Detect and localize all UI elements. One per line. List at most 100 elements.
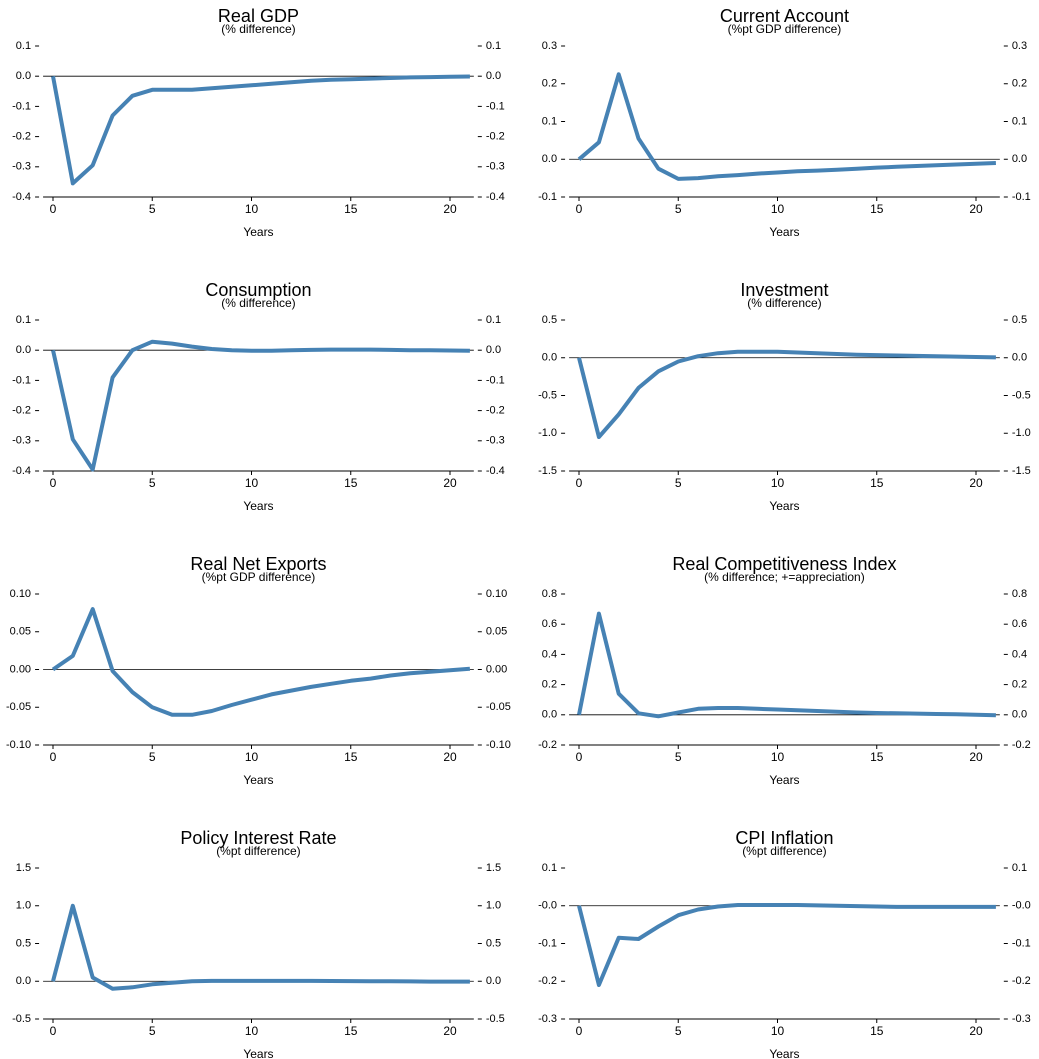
x-tick-label: 15 — [344, 476, 358, 490]
y-tick-label: -0.5 — [12, 1013, 31, 1025]
x-axis-label: Years — [769, 499, 799, 513]
y2-tick-label: 0.0 — [486, 344, 501, 356]
x-tick-label: 20 — [969, 476, 983, 490]
y-tick-label: 0.0 — [542, 709, 557, 721]
x-tick-label: 5 — [675, 476, 682, 490]
y-tick-label: 0.8 — [542, 588, 557, 600]
y2-tick-label: 0.5 — [486, 937, 501, 949]
x-tick-label: 0 — [576, 202, 583, 216]
y2-tick-label: -0.3 — [486, 435, 505, 447]
x-tick-label: 15 — [344, 750, 358, 764]
x-tick-label: 0 — [576, 476, 583, 490]
y2-tick-label: -1.5 — [1012, 465, 1031, 477]
data-line — [51, 903, 470, 991]
x-axis-label: Years — [243, 1047, 273, 1059]
y-tick-label: -1.0 — [538, 427, 557, 439]
y2-tick-label: -0.1 — [1012, 191, 1031, 203]
x-tick-label: 10 — [245, 202, 259, 216]
y-tick-label: 0.3 — [542, 40, 557, 52]
chart-subtitle: (% difference) — [221, 22, 295, 36]
y-tick-label: 0.0 — [16, 70, 31, 82]
chart-subtitle: (%pt GDP difference) — [202, 570, 316, 584]
y-tick-label: 1.5 — [16, 862, 31, 874]
y-tick-label: 0.5 — [542, 314, 557, 326]
y2-tick-label: 1.0 — [486, 900, 501, 912]
y2-tick-label: -0.3 — [486, 161, 505, 173]
y2-tick-label: -0.4 — [486, 465, 505, 477]
y2-tick-label: 0.2 — [1012, 78, 1027, 90]
x-axis-label: Years — [243, 499, 273, 513]
y-tick-label: -0.4 — [12, 191, 31, 203]
y2-tick-label: 0.8 — [1012, 588, 1027, 600]
chart-subtitle: (%pt GDP difference) — [728, 22, 842, 36]
y-tick-label: -0.3 — [12, 161, 31, 173]
y2-tick-label: -0.1 — [486, 374, 505, 386]
x-tick-label: 15 — [344, 202, 358, 216]
y2-tick-label: -0.10 — [486, 739, 511, 751]
x-axis-label: Years — [769, 1047, 799, 1059]
y-tick-label: 0.2 — [542, 78, 557, 90]
y-tick-label: 0.1 — [16, 314, 31, 326]
y-tick-label: -0.0 — [538, 900, 557, 912]
y-tick-label: 0.5 — [16, 937, 31, 949]
y-tick-label: 0.2 — [542, 679, 557, 691]
data-line — [51, 74, 470, 186]
y-tick-label: -0.1 — [538, 191, 557, 203]
y-tick-label: -0.10 — [6, 739, 31, 751]
data-line — [51, 339, 470, 472]
y-tick-label: -0.2 — [538, 975, 557, 987]
x-axis-label: Years — [769, 773, 799, 787]
y2-tick-label: -0.2 — [1012, 739, 1031, 751]
y-tick-label: -0.2 — [12, 131, 31, 143]
chart-title: Real Net Exports — [190, 554, 326, 574]
x-tick-label: 5 — [675, 750, 682, 764]
x-tick-label: 10 — [771, 750, 785, 764]
x-tick-label: 10 — [245, 476, 259, 490]
x-tick-label: 5 — [149, 476, 156, 490]
y2-tick-label: 0.5 — [1012, 314, 1027, 326]
y-tick-label: -0.2 — [12, 405, 31, 417]
y2-tick-label: -0.5 — [1012, 389, 1031, 401]
y2-tick-label: 0.0 — [1012, 352, 1027, 364]
x-tick-label: 15 — [870, 750, 884, 764]
y2-tick-label: -0.2 — [486, 405, 505, 417]
x-tick-label: 20 — [443, 750, 457, 764]
y2-tick-label: -1.0 — [1012, 427, 1031, 439]
y-tick-label: -0.3 — [538, 1013, 557, 1025]
chart-title: Real Competitiveness Index — [672, 554, 896, 574]
chart-subtitle: (% difference) — [747, 296, 821, 310]
chart-title: CPI Inflation — [735, 828, 833, 848]
y2-tick-label: 0.4 — [1012, 648, 1027, 660]
x-tick-label: 10 — [245, 750, 259, 764]
data-line — [51, 607, 471, 717]
x-tick-label: 10 — [245, 1024, 259, 1038]
x-tick-label: 5 — [149, 750, 156, 764]
y-tick-label: -0.1 — [12, 374, 31, 386]
y2-tick-label: 0.0 — [486, 70, 501, 82]
y-tick-label: 0.1 — [542, 115, 557, 127]
y2-tick-label: -0.3 — [1012, 1013, 1031, 1025]
y2-tick-label: 1.5 — [486, 862, 501, 874]
x-tick-label: 20 — [443, 1024, 457, 1038]
x-axis-label: Years — [769, 225, 799, 239]
y2-tick-label: 0.1 — [486, 314, 501, 326]
x-tick-label: 15 — [870, 476, 884, 490]
y-tick-label: -0.1 — [12, 100, 31, 112]
y2-tick-label: -0.1 — [486, 100, 505, 112]
y2-tick-label: 0.00 — [486, 663, 507, 675]
x-tick-label: 0 — [50, 1024, 57, 1038]
data-line — [577, 72, 996, 181]
y2-tick-label: 0.1 — [486, 40, 501, 52]
y-tick-label: 0.0 — [16, 344, 31, 356]
y-tick-label: 0.0 — [542, 352, 557, 364]
x-tick-label: 20 — [969, 202, 983, 216]
x-tick-label: 15 — [870, 202, 884, 216]
y-tick-label: 0.4 — [542, 648, 557, 660]
y2-tick-label: -0.1 — [1012, 937, 1031, 949]
y-tick-label: 1.0 — [16, 900, 31, 912]
y2-tick-label: 0.2 — [1012, 679, 1027, 691]
y-tick-label: -0.3 — [12, 435, 31, 447]
y-tick-label: 0.1 — [542, 862, 557, 874]
y2-tick-label: 0.1 — [1012, 115, 1027, 127]
